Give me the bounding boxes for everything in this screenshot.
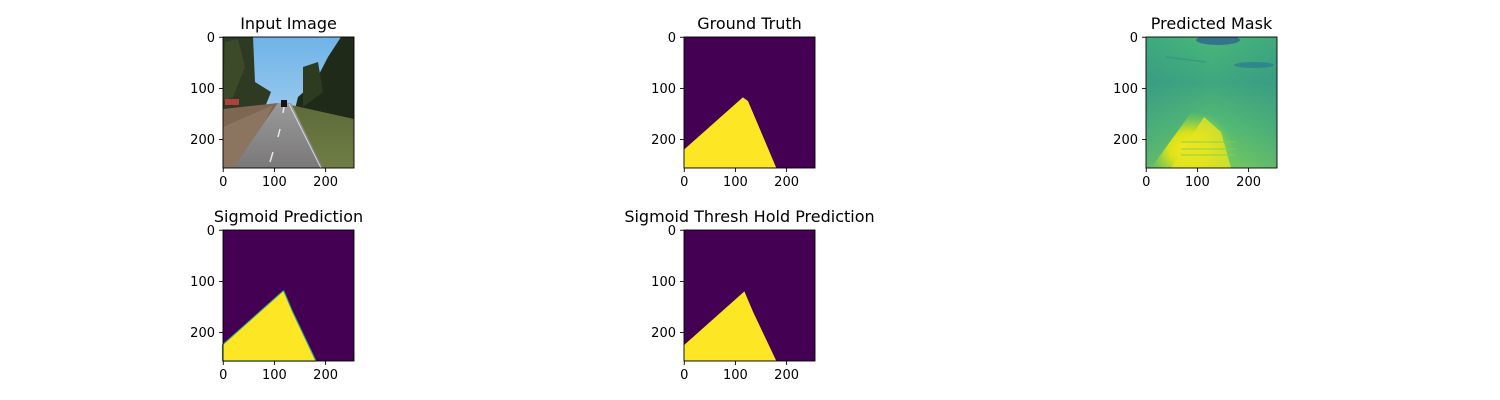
y-tick-label: 100 bbox=[1113, 82, 1138, 97]
panel-title: Ground Truth bbox=[697, 14, 802, 33]
x-tick-label: 100 bbox=[262, 368, 287, 383]
road-region bbox=[684, 97, 777, 168]
x-tick-label: 200 bbox=[313, 175, 338, 190]
axes-frame bbox=[222, 229, 355, 362]
panel-road-scene-photo: 0 100 200 0 100 200 Input Image bbox=[190, 14, 355, 190]
y-tick-label: 100 bbox=[651, 82, 676, 97]
panel-title: Input Image bbox=[240, 14, 337, 33]
y-tick-label: 200 bbox=[1113, 133, 1138, 148]
panel-binary-mask: 0 100 200 0 100 200 Ground Truth bbox=[651, 14, 816, 190]
y-tick-label: 100 bbox=[190, 275, 215, 290]
x-tick-label: 200 bbox=[774, 368, 799, 383]
road-region bbox=[223, 291, 316, 361]
x-tick-label: 0 bbox=[219, 175, 227, 190]
panel-thresholded-mask: 0 100 200 0 100 200 Sigmoid Thresh Hold Predic… bbox=[624, 207, 874, 383]
x-tick-label: 0 bbox=[680, 175, 688, 190]
x-tick-label: 100 bbox=[1185, 175, 1210, 190]
x-tick-label: 100 bbox=[723, 368, 748, 383]
y-tick-label: 100 bbox=[190, 82, 215, 97]
panel-continuous-logits: 0 100 200 0 100 200 Predicted Mask bbox=[1113, 14, 1278, 190]
y-tick-label: 200 bbox=[190, 133, 215, 148]
x-tick-label: 200 bbox=[1236, 175, 1261, 190]
x-tick-label: 100 bbox=[262, 175, 287, 190]
y-tick-label: 200 bbox=[651, 133, 676, 148]
x-tick-label: 200 bbox=[774, 175, 799, 190]
x-tick-label: 200 bbox=[313, 368, 338, 383]
x-tick-label: 0 bbox=[219, 368, 227, 383]
y-tick-label: 0 bbox=[668, 224, 676, 239]
panel-title: Sigmoid Prediction bbox=[214, 207, 363, 226]
x-tick-label: 100 bbox=[723, 175, 748, 190]
axes-frame bbox=[683, 36, 816, 169]
y-tick-label: 0 bbox=[207, 224, 215, 239]
y-tick-label: 0 bbox=[1130, 31, 1138, 46]
y-tick-label: 200 bbox=[190, 326, 215, 341]
logit-map bbox=[1146, 37, 1277, 168]
x-tick-label: 0 bbox=[1142, 175, 1150, 190]
y-tick-label: 0 bbox=[207, 31, 215, 46]
road-region bbox=[684, 291, 777, 361]
y-tick-label: 0 bbox=[668, 31, 676, 46]
panel-sigmoid-probabilities: 0 100 200 0 100 200 Sigmoid Prediction bbox=[190, 207, 363, 383]
panel-title: Sigmoid Thresh Hold Prediction bbox=[624, 207, 874, 226]
y-tick-label: 200 bbox=[651, 326, 676, 341]
axes-frame bbox=[1145, 36, 1278, 169]
road-scene-photo bbox=[223, 37, 354, 168]
x-tick-label: 0 bbox=[680, 368, 688, 383]
panel-title: Predicted Mask bbox=[1151, 14, 1273, 33]
axes-frame bbox=[222, 36, 355, 169]
y-tick-label: 100 bbox=[651, 275, 676, 290]
axes-frame bbox=[683, 229, 816, 362]
